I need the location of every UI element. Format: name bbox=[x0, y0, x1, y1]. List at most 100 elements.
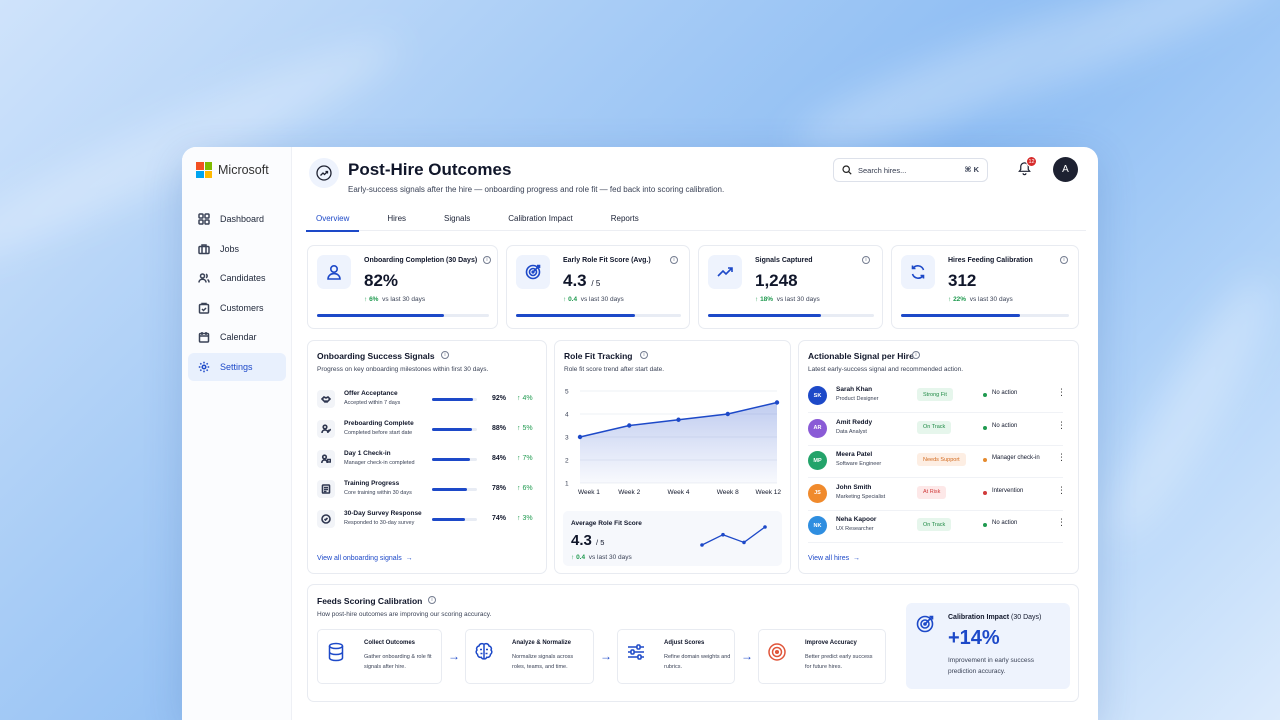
average-score-box: Average Role Fit Score 4.3 / 5 ↑ 0.4 vs … bbox=[563, 511, 782, 566]
section-subtitle: Role fit score trend after start date. bbox=[564, 366, 665, 373]
tab-reports[interactable]: Reports bbox=[610, 214, 639, 223]
hire-name: Neha Kapoor bbox=[836, 516, 877, 523]
trend-up-icon bbox=[316, 165, 332, 181]
milestone-row: Offer Acceptance Accepted within 7 days … bbox=[317, 386, 539, 414]
kpi-icon-box bbox=[901, 255, 935, 289]
milestone-row: Training Progress Core training within 3… bbox=[317, 476, 539, 504]
hire-row[interactable]: SK Sarah Khan Product Designer Strong Fit No… bbox=[808, 381, 1066, 413]
search-input[interactable] bbox=[858, 165, 948, 175]
milestone-desc: Responded to 30-day survey bbox=[344, 520, 415, 526]
tab-overview[interactable]: Overview bbox=[306, 207, 360, 232]
tab-calibration-impact[interactable]: Calibration Impact bbox=[508, 214, 573, 223]
sparkline-chart bbox=[700, 525, 767, 547]
data-point bbox=[577, 434, 583, 440]
hire-role: Marketing Specialist bbox=[836, 493, 886, 500]
brand-name: Microsoft bbox=[218, 163, 269, 177]
average-score-delta: ↑ 0.4 vs last 30 days bbox=[571, 554, 632, 561]
hire-row[interactable]: NK Neha Kapoor UX Researcher On Track No act… bbox=[808, 511, 1066, 543]
kpi-card-role-fit-score: Early Role Fit Score (Avg.) i 4.3 / 5 ↑ … bbox=[506, 245, 690, 329]
recommended-action: No action bbox=[992, 390, 1018, 396]
y-tick-label: 2 bbox=[565, 458, 569, 465]
sidebar-item-candidates[interactable]: Candidates bbox=[188, 264, 286, 292]
milestone-name: Preboarding Complete bbox=[344, 420, 414, 427]
kpi-delta: ↑ 18% vs last 30 days bbox=[755, 296, 820, 303]
more-options-icon[interactable]: ⋮ bbox=[1057, 484, 1066, 495]
sidebar-item-customers[interactable]: Customers bbox=[188, 294, 286, 322]
hire-row[interactable]: AR Amit Reddy Data Analyst On Track No actio… bbox=[808, 414, 1066, 446]
sidebar-item-jobs[interactable]: Jobs bbox=[188, 235, 286, 263]
search-box[interactable]: ⌘ K bbox=[833, 158, 988, 182]
more-options-icon[interactable]: ⋮ bbox=[1057, 419, 1066, 430]
notifications-button[interactable]: 12 bbox=[1017, 156, 1037, 179]
status-badge: On Track bbox=[917, 518, 952, 531]
clipboard-icon bbox=[198, 302, 210, 314]
milestone-progress-bar bbox=[432, 488, 477, 491]
main-content: Post-Hire Outcomes Early-success signals… bbox=[292, 147, 1098, 720]
page-icon bbox=[309, 158, 339, 188]
kpi-progress-bar bbox=[516, 314, 681, 317]
data-point bbox=[627, 423, 632, 428]
calibration-impact-box: Calibration Impact (30 Days) +14% Improv… bbox=[906, 603, 1070, 689]
info-icon[interactable]: i bbox=[1060, 256, 1068, 264]
avatar: SK bbox=[808, 386, 827, 405]
user-avatar[interactable]: A bbox=[1053, 157, 1078, 182]
tab-signals[interactable]: Signals bbox=[444, 214, 471, 223]
microsoft-logo-icon bbox=[196, 162, 212, 178]
sidebar-item-calendar[interactable]: Calendar bbox=[188, 323, 286, 351]
step-desc: Normalize signals across roles, teams, a… bbox=[512, 654, 574, 670]
view-all-onboarding-link[interactable]: View all onboarding signals → bbox=[317, 555, 413, 562]
data-point bbox=[725, 411, 730, 417]
sparkline-point bbox=[742, 540, 746, 545]
trend-up-icon bbox=[717, 267, 733, 277]
avatar: NK bbox=[808, 516, 827, 535]
target-icon bbox=[766, 641, 788, 663]
milestone-progress-bar bbox=[432, 458, 477, 461]
info-icon[interactable]: i bbox=[670, 256, 678, 264]
tab-hires[interactable]: Hires bbox=[387, 214, 407, 223]
hire-role: UX Researcher bbox=[836, 526, 874, 532]
info-icon[interactable]: i bbox=[441, 351, 449, 359]
briefcase-icon bbox=[198, 243, 210, 254]
more-options-icon[interactable]: ⋮ bbox=[1057, 452, 1066, 462]
sidebar-item-label: Customers bbox=[220, 302, 264, 313]
milestone-name: Training Progress bbox=[344, 480, 400, 487]
hire-row[interactable]: MP Meera Patel Software Engineer Needs Supp… bbox=[808, 446, 1066, 478]
more-options-icon[interactable]: ⋮ bbox=[1057, 387, 1066, 397]
section-subtitle: Latest early-success signal and recommen… bbox=[808, 366, 963, 373]
status-dot bbox=[983, 425, 987, 430]
target-icon bbox=[914, 613, 938, 637]
info-icon[interactable]: i bbox=[640, 351, 648, 359]
impact-value: +14% bbox=[948, 627, 1000, 649]
more-options-icon[interactable]: ⋮ bbox=[1057, 517, 1066, 527]
hire-row[interactable]: JS John Smith Marketing Specialist At Risk I… bbox=[808, 479, 1066, 511]
milestone-delta: ↑ 5% bbox=[517, 425, 533, 432]
sidebar-item-label: Dashboard bbox=[220, 214, 265, 224]
info-icon[interactable]: i bbox=[483, 256, 491, 264]
target-icon bbox=[525, 264, 541, 280]
step-title: Improve Accuracy bbox=[805, 640, 857, 646]
hire-role: Product Designer bbox=[836, 396, 879, 402]
step-title: Adjust Scores bbox=[664, 640, 705, 646]
brain-icon bbox=[473, 641, 495, 663]
y-tick-label: 1 bbox=[565, 481, 569, 488]
info-icon[interactable]: i bbox=[862, 256, 870, 264]
page-title: Post-Hire Outcomes bbox=[348, 160, 512, 179]
milestone-desc: Core training within 30 days bbox=[344, 490, 412, 496]
milestone-row: Preboarding Complete Completed before st… bbox=[317, 416, 539, 444]
kpi-delta: ↑ 22% vs last 30 days bbox=[948, 296, 1013, 303]
info-icon[interactable]: i bbox=[912, 351, 920, 359]
kpi-value: 82% bbox=[364, 271, 399, 290]
tab-bar: Overview Hires Signals Calibration Impac… bbox=[306, 207, 1086, 232]
grid-icon bbox=[198, 213, 210, 225]
milestone-progress-bar bbox=[432, 398, 477, 401]
view-all-hires-link[interactable]: View all hires → bbox=[808, 555, 861, 562]
status-badge: Strong Fit bbox=[917, 388, 953, 401]
milestone-percent: 88% bbox=[492, 425, 507, 432]
info-icon[interactable]: i bbox=[428, 596, 436, 604]
notification-count-badge: 12 bbox=[1026, 156, 1037, 167]
avatar: AR bbox=[808, 418, 827, 438]
sidebar-item-dashboard[interactable]: Dashboard bbox=[188, 205, 286, 233]
sidebar-item-settings[interactable]: Settings bbox=[188, 352, 286, 381]
avatar: MP bbox=[808, 451, 827, 470]
step-collect-outcomes: Collect Outcomes Gather onboarding & rol… bbox=[317, 629, 442, 684]
